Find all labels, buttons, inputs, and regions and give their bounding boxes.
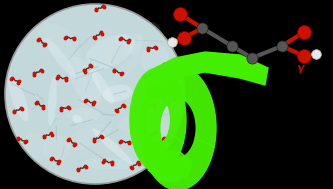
Ellipse shape xyxy=(76,102,95,156)
Ellipse shape xyxy=(62,62,82,88)
Ellipse shape xyxy=(137,22,163,61)
Ellipse shape xyxy=(92,129,132,164)
Polygon shape xyxy=(148,52,268,85)
Ellipse shape xyxy=(138,131,154,139)
Ellipse shape xyxy=(119,114,161,132)
Ellipse shape xyxy=(82,158,137,169)
Ellipse shape xyxy=(66,124,111,150)
Ellipse shape xyxy=(170,85,178,108)
Ellipse shape xyxy=(134,89,150,113)
Ellipse shape xyxy=(98,42,125,79)
Ellipse shape xyxy=(48,76,57,127)
Polygon shape xyxy=(130,68,186,172)
Text: γ: γ xyxy=(296,63,304,73)
Ellipse shape xyxy=(65,55,76,77)
Ellipse shape xyxy=(97,45,116,72)
Ellipse shape xyxy=(76,60,103,92)
Ellipse shape xyxy=(67,108,100,123)
Ellipse shape xyxy=(141,44,168,73)
Ellipse shape xyxy=(130,34,143,55)
Ellipse shape xyxy=(73,115,83,125)
Circle shape xyxy=(5,4,185,184)
Ellipse shape xyxy=(45,38,76,78)
Ellipse shape xyxy=(86,29,112,63)
Ellipse shape xyxy=(25,133,47,159)
Ellipse shape xyxy=(75,91,110,133)
Ellipse shape xyxy=(149,79,185,85)
Ellipse shape xyxy=(8,75,29,122)
Polygon shape xyxy=(148,150,192,182)
Ellipse shape xyxy=(107,51,145,88)
Polygon shape xyxy=(140,66,216,189)
Ellipse shape xyxy=(102,85,132,102)
Ellipse shape xyxy=(91,69,114,104)
Ellipse shape xyxy=(68,57,101,106)
Ellipse shape xyxy=(129,94,148,115)
Ellipse shape xyxy=(141,81,166,94)
Ellipse shape xyxy=(43,135,71,163)
Ellipse shape xyxy=(85,34,134,70)
Ellipse shape xyxy=(144,95,153,103)
Ellipse shape xyxy=(38,23,81,60)
